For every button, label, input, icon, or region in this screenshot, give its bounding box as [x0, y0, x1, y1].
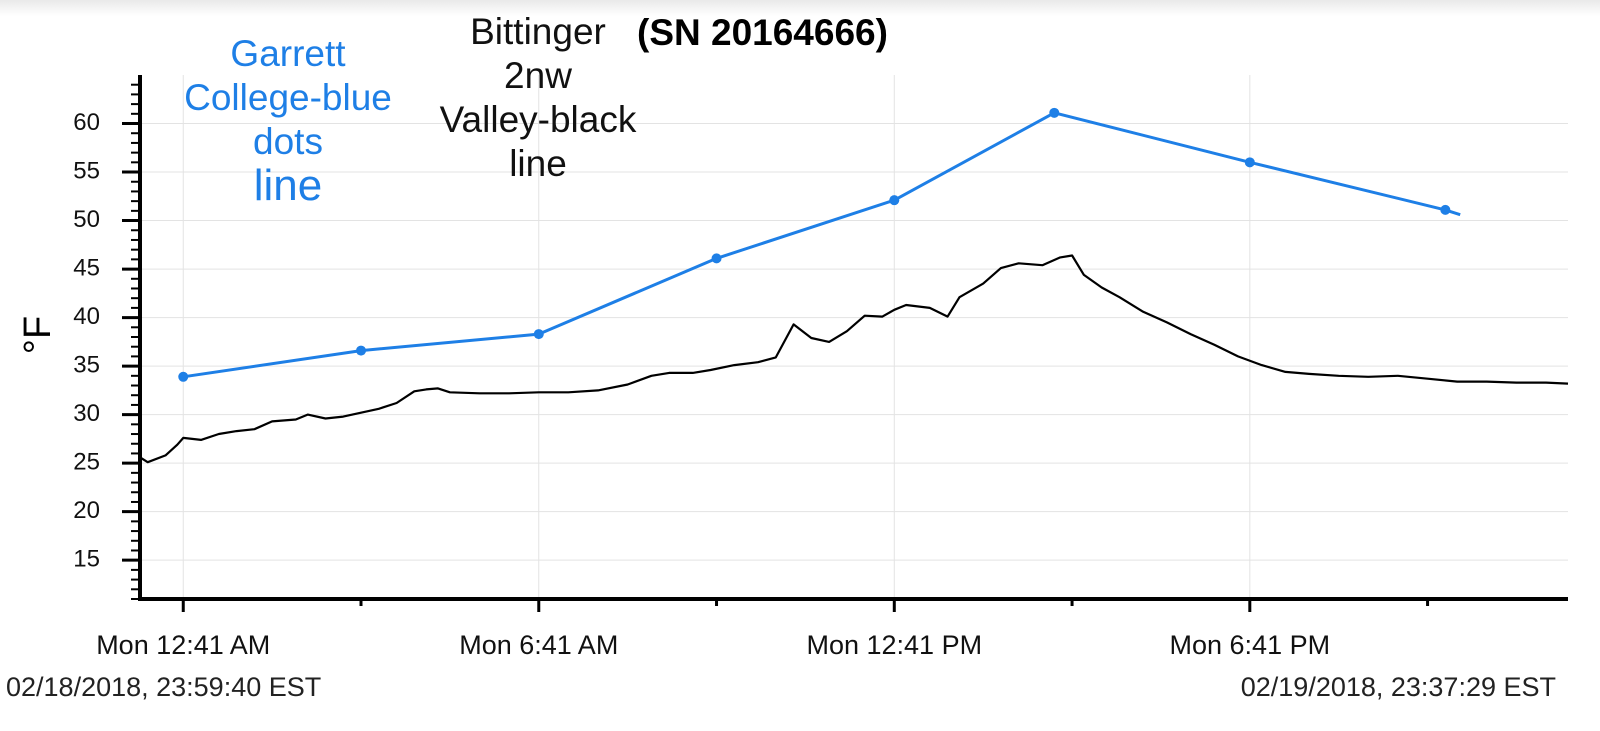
- grid-lines: [140, 75, 1568, 599]
- x-tick-label: Mon 6:41 PM: [1170, 630, 1331, 660]
- y-tick-label: 40: [73, 303, 100, 330]
- x-tick-label: Mon 12:41 AM: [96, 630, 270, 660]
- annotation-line: Valley-black: [439, 99, 637, 140]
- y-tick-label: 55: [73, 157, 100, 184]
- y-tick-label: 50: [73, 206, 100, 233]
- y-axis-label: °F: [17, 316, 59, 354]
- y-tick-label: 25: [73, 448, 100, 475]
- annotation-garrett-college: Garrett College-blue dots line: [168, 32, 408, 208]
- start-timestamp: 02/18/2018, 23:59:40 EST: [6, 672, 322, 702]
- chart-title: (SN 20164666): [637, 12, 888, 53]
- end-timestamp: 02/19/2018, 23:37:29 EST: [1240, 672, 1556, 702]
- annotation-line: College-blue: [184, 77, 392, 118]
- status-bar: [0, 0, 1600, 16]
- annotation-line: 2nw: [504, 55, 572, 96]
- blue-data-point: [889, 195, 900, 206]
- black-series-line: [139, 254, 1569, 464]
- y-tick-label: 35: [73, 351, 100, 378]
- blue-data-point: [1049, 107, 1060, 118]
- blue-data-point: [356, 345, 367, 356]
- y-tick-label: 60: [73, 109, 100, 136]
- y-tick-label: 30: [73, 400, 100, 427]
- annotation-line: Garrett: [230, 33, 346, 74]
- annotation-line: dots: [253, 121, 323, 162]
- blue-data-point: [1244, 157, 1255, 168]
- series-layer: [139, 107, 1569, 464]
- annotation-line: Bittinger: [470, 11, 606, 52]
- y-tick-label: 45: [73, 254, 100, 281]
- annotation-line: line: [509, 143, 567, 184]
- annotation-bittinger-valley: Bittinger 2nw Valley-black line: [424, 10, 652, 186]
- x-tick-label: Mon 6:41 AM: [459, 630, 618, 660]
- x-tick-label: Mon 12:41 PM: [806, 630, 982, 660]
- y-tick-label: 20: [73, 497, 100, 524]
- blue-data-point: [711, 253, 722, 264]
- y-tick-label: 15: [73, 546, 100, 573]
- axes: 15 20 25 30 35 40 45 50 55 60 Mon 12:41 AM Mon 6:41…: [73, 75, 1568, 660]
- annotation-line: line: [253, 161, 323, 210]
- blue-data-point: [178, 371, 189, 382]
- blue-data-point: [1440, 204, 1451, 215]
- blue-data-point: [533, 329, 544, 340]
